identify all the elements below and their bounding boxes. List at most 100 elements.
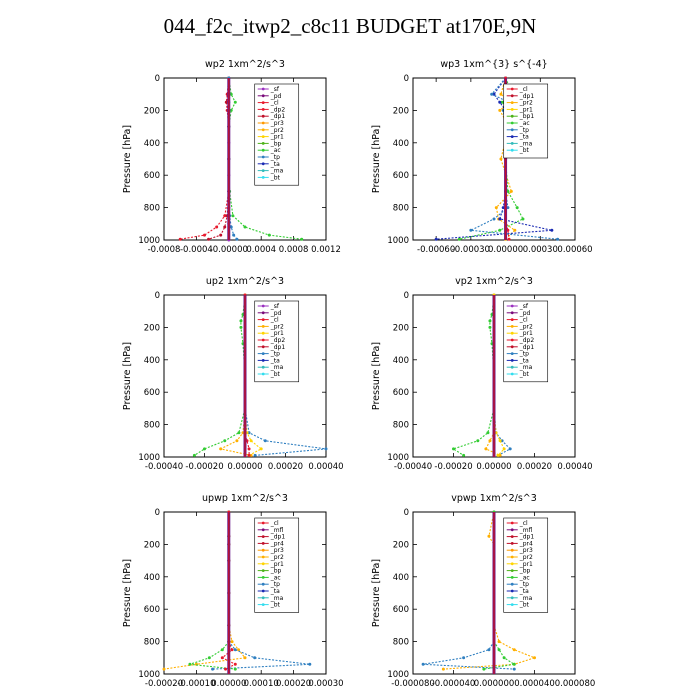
x-tick-label: -0.000080 [391, 679, 435, 689]
series-point-pr2 [497, 640, 501, 644]
x-tick-label: -0.000040 [432, 679, 476, 689]
series-point-ac [229, 92, 233, 96]
legend-marker-pd [261, 94, 265, 98]
series-point-ac [486, 431, 490, 435]
series-point-ac [482, 667, 486, 671]
legend-label-ma: _ma [519, 595, 533, 602]
x-tick-label: 0.00020 [276, 679, 311, 689]
series-point-ac [188, 662, 192, 666]
y-tick-label: 1000 [387, 670, 409, 680]
x-tick-label: 0.00010 [244, 679, 279, 689]
legend-box [254, 300, 300, 383]
legend-marker-ac [261, 576, 265, 579]
series-point-ac [192, 453, 196, 457]
panel-title: vp2 1xm^2/s^3 [455, 276, 533, 287]
series-point-pr2 [488, 439, 492, 443]
plot-frame [163, 511, 327, 675]
legend-box [503, 300, 549, 383]
legend-label-pr1: _pr1 [270, 561, 284, 568]
series-point-pr2 [533, 656, 536, 660]
legend-marker-dp1 [261, 114, 265, 118]
series-point-tp [253, 453, 257, 457]
legend-marker-ta [261, 589, 265, 593]
x-tick-label: -0.00060 [417, 245, 455, 255]
series-point-tp [229, 225, 233, 229]
y-axis-label: Pressure [hPa] [371, 342, 382, 410]
series-point-ac [462, 453, 466, 457]
legend-marker-tp [510, 352, 514, 355]
legend-label-tp: _tp [270, 154, 280, 161]
legend-label-bt: _bt [519, 602, 530, 609]
legend-marker-bp [510, 569, 514, 572]
y-tick-label: 600 [144, 171, 160, 181]
legend-marker-pd [261, 311, 265, 315]
series-point-tp [462, 656, 466, 660]
legend-label-pr4: _pr4 [270, 540, 284, 547]
y-tick-label: 600 [393, 605, 409, 615]
y-tick-label: 200 [144, 323, 160, 333]
series-point-ac [476, 439, 480, 443]
legend-label-ta: _ta [519, 588, 529, 595]
x-tick-label: 0.00030 [523, 245, 558, 255]
series-point-cl [507, 237, 511, 241]
panel-title: wp2 1xm^2/s^3 [205, 59, 285, 70]
legend-marker-ta [510, 359, 514, 362]
series-point-ac [498, 228, 502, 232]
series-point-ac [452, 447, 455, 451]
legend-label-tp: _tp [270, 351, 280, 358]
x-tick-label: 0.00060 [557, 245, 592, 255]
legend-label-mfl: _mfl [270, 527, 284, 534]
legend-label-dp1: _dp1 [519, 534, 535, 541]
y-tick-label: 0 [155, 74, 160, 84]
legend-marker-bp [261, 569, 265, 572]
legend-marker-dp1 [261, 345, 265, 349]
x-tick-label: 0.00000 [227, 462, 262, 472]
legend-marker-tp [510, 128, 514, 132]
chart-panel-6: vpwp 1xm^2/s^3 Pressure [hPa] 0 200 400 600 80… [371, 493, 595, 689]
legend-label-bt: _bt [270, 602, 281, 609]
series-point-cl [220, 656, 224, 660]
series-point-pr2 [487, 534, 491, 538]
series-point-pr2 [512, 648, 516, 652]
y-tick-label: 1000 [387, 453, 409, 463]
series-point-ac [512, 662, 516, 666]
y-tick-label: 800 [144, 638, 160, 648]
series-point-pr2 [243, 656, 247, 660]
legend-marker-pr4 [261, 542, 265, 545]
series-point-pr2 [509, 189, 513, 193]
x-tick-label: -0.00040 [394, 462, 432, 472]
x-tick-label: 0.0012 [311, 245, 341, 255]
y-tick-label: 400 [144, 573, 160, 583]
series-point-pr2 [499, 157, 503, 161]
y-axis-label: Pressure [hPa] [122, 125, 133, 193]
legend-marker-bt [261, 372, 265, 376]
legend-label-pr2: _pr2 [270, 323, 284, 330]
legend-marker-pr3 [261, 121, 265, 125]
y-tick-label: 0 [155, 291, 160, 301]
legend-marker-pr2 [261, 555, 265, 559]
series-point-cl [247, 453, 251, 457]
y-tick-label: 200 [393, 323, 409, 333]
legend-marker-pr3 [510, 548, 514, 552]
legend-marker-dp1 [510, 535, 514, 538]
legend-marker-mfl [261, 528, 265, 532]
series-point-ac [239, 325, 243, 329]
x-tick-label: -0.00010 [177, 679, 215, 689]
x-tick-label: -0.00000 [210, 245, 248, 255]
legend-label-bp: _bp [270, 140, 282, 147]
chart-panel-2: wp3 1xm^{3} s^{-4} Pressure [hPa] 0 200 400 6… [371, 59, 593, 255]
legend-label-sf: _sf [270, 86, 280, 93]
legend-label-cl: _cl [519, 86, 528, 93]
legend-marker-cl [510, 318, 514, 321]
series-point-tp [492, 217, 496, 221]
legend-label-bt: _bt [519, 147, 530, 154]
legend-marker-tp [261, 155, 265, 159]
legend-label-sf: _sf [270, 303, 280, 310]
series-point-ac [223, 439, 227, 443]
x-tick-label: 0.00000 [211, 679, 246, 689]
legend-label-dp1: _dp1 [270, 534, 286, 541]
legend-marker-ac [510, 121, 514, 125]
y-axis-label: Pressure [hPa] [371, 559, 382, 627]
y-tick-label: 600 [393, 388, 409, 398]
y-tick-label: 400 [393, 356, 409, 366]
